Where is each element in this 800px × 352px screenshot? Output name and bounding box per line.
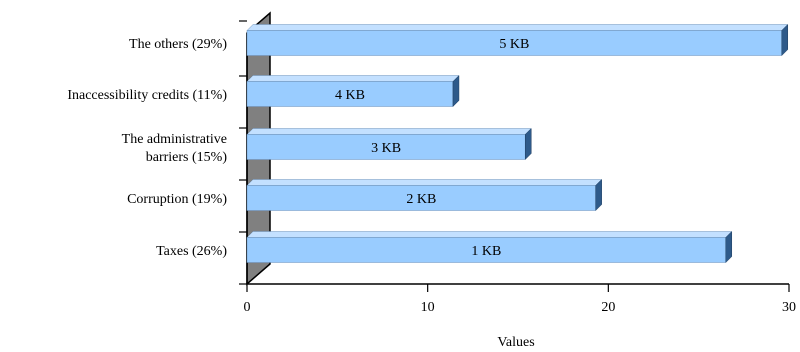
- bar-data-label: 1 KB: [471, 244, 501, 259]
- bar-side-face: [524, 127, 532, 161]
- bar: [246, 30, 783, 56]
- bar-side-face: [452, 74, 460, 108]
- bar-side-face: [595, 178, 602, 212]
- bar-top-face: [246, 24, 789, 31]
- x-tick-label: 0: [244, 300, 251, 315]
- category-label: Taxes (26%): [156, 244, 227, 259]
- bar: [246, 134, 526, 160]
- category-label: barriers (15%): [146, 150, 228, 165]
- bar-data-label: 4 KB: [335, 88, 365, 103]
- bar-data-label: 3 KB: [371, 141, 401, 156]
- category-label: The administrative: [122, 132, 227, 147]
- category-label: Inaccessibility credits (11%): [67, 88, 227, 103]
- category-label: Corruption (19%): [127, 192, 227, 207]
- x-tick-label: 10: [421, 300, 435, 315]
- bar-side-face: [725, 230, 733, 264]
- bar-side-face: [781, 23, 789, 57]
- bar-top-face: [246, 231, 733, 238]
- bar-data-label: 2 KB: [406, 192, 436, 207]
- bar-series: [246, 23, 789, 264]
- chart-labels: 0 10 20 30 1 KB Taxes (26%) 2 KB Corruption (19…: [67, 37, 796, 315]
- bar-top-face: [246, 179, 603, 186]
- bar: [246, 185, 596, 211]
- bar-top-face: [246, 128, 532, 135]
- x-axis-title: Values: [497, 335, 534, 350]
- bar: [246, 81, 454, 107]
- bar-top-face: [246, 75, 460, 82]
- category-label: The others (29%): [129, 37, 227, 52]
- bar-data-label: 5 KB: [499, 37, 529, 52]
- x-tick-label: 30: [782, 300, 796, 315]
- x-tick-label: 20: [601, 300, 615, 315]
